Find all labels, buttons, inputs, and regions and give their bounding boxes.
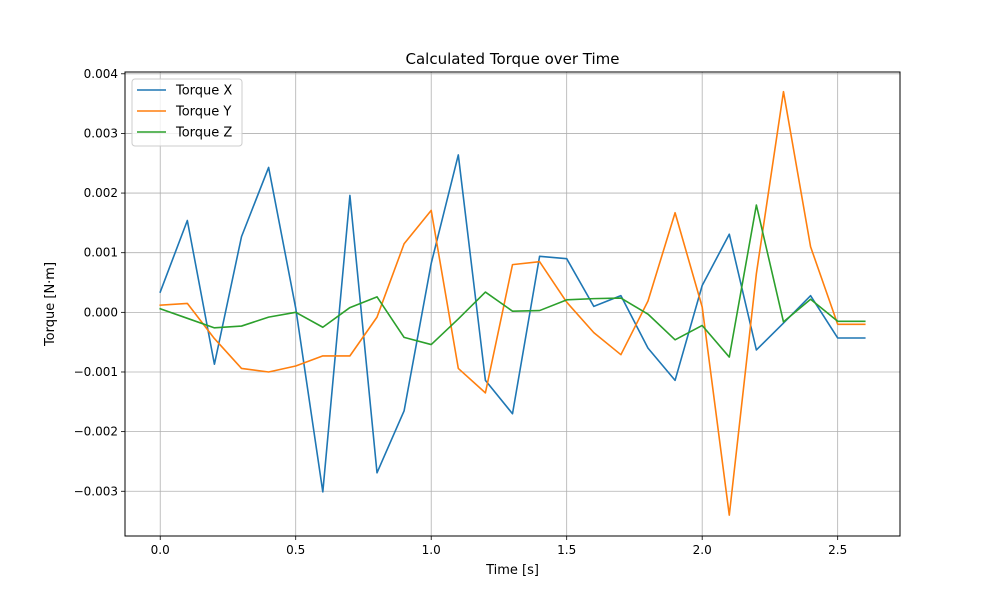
series-line-torque-y: [159, 90, 866, 516]
grid: [125, 72, 900, 536]
legend-label-torque-y: Torque Y: [175, 105, 231, 120]
y-tick-label: −0.001: [74, 365, 118, 379]
x-tick-label: 1.0: [422, 543, 441, 557]
y-tick-label: 0.003: [84, 126, 118, 140]
series-line-torque-z: [159, 204, 866, 358]
y-tick-label: −0.003: [74, 484, 118, 498]
legend-label-torque-x: Torque X: [175, 84, 232, 99]
series-layer: [159, 90, 866, 516]
x-tick-label: 2.5: [828, 543, 847, 557]
x-tick-label: 0.0: [151, 543, 170, 557]
y-tick-label: 0.004: [84, 67, 118, 81]
series-line-torque-x: [159, 154, 866, 493]
plot-frame: [124, 71, 901, 537]
chart-title: Calculated Torque over Time: [406, 50, 620, 68]
y-tick-label: 0.002: [84, 186, 118, 200]
legend-box: [131, 78, 243, 147]
x-tick-label: 0.5: [286, 543, 305, 557]
x-tick-label: 1.5: [557, 543, 576, 557]
tick-layer: 0.0 0.5 1.0 1.5 2.0 2.5 −0.003 −0.002 −0.001 0.00…: [74, 67, 848, 557]
y-tick-label: 0.000: [84, 305, 118, 319]
x-tick-label: 2.0: [693, 543, 712, 557]
legend-label-torque-z: Torque Z: [175, 126, 232, 141]
legend: Torque X Torque Y Torque Z: [131, 78, 243, 147]
y-tick-label: 0.001: [84, 246, 118, 260]
x-axis-title: Time [s]: [485, 563, 539, 578]
y-axis-title: Torque [N·m]: [43, 262, 58, 347]
y-tick-label: −0.002: [74, 425, 118, 439]
